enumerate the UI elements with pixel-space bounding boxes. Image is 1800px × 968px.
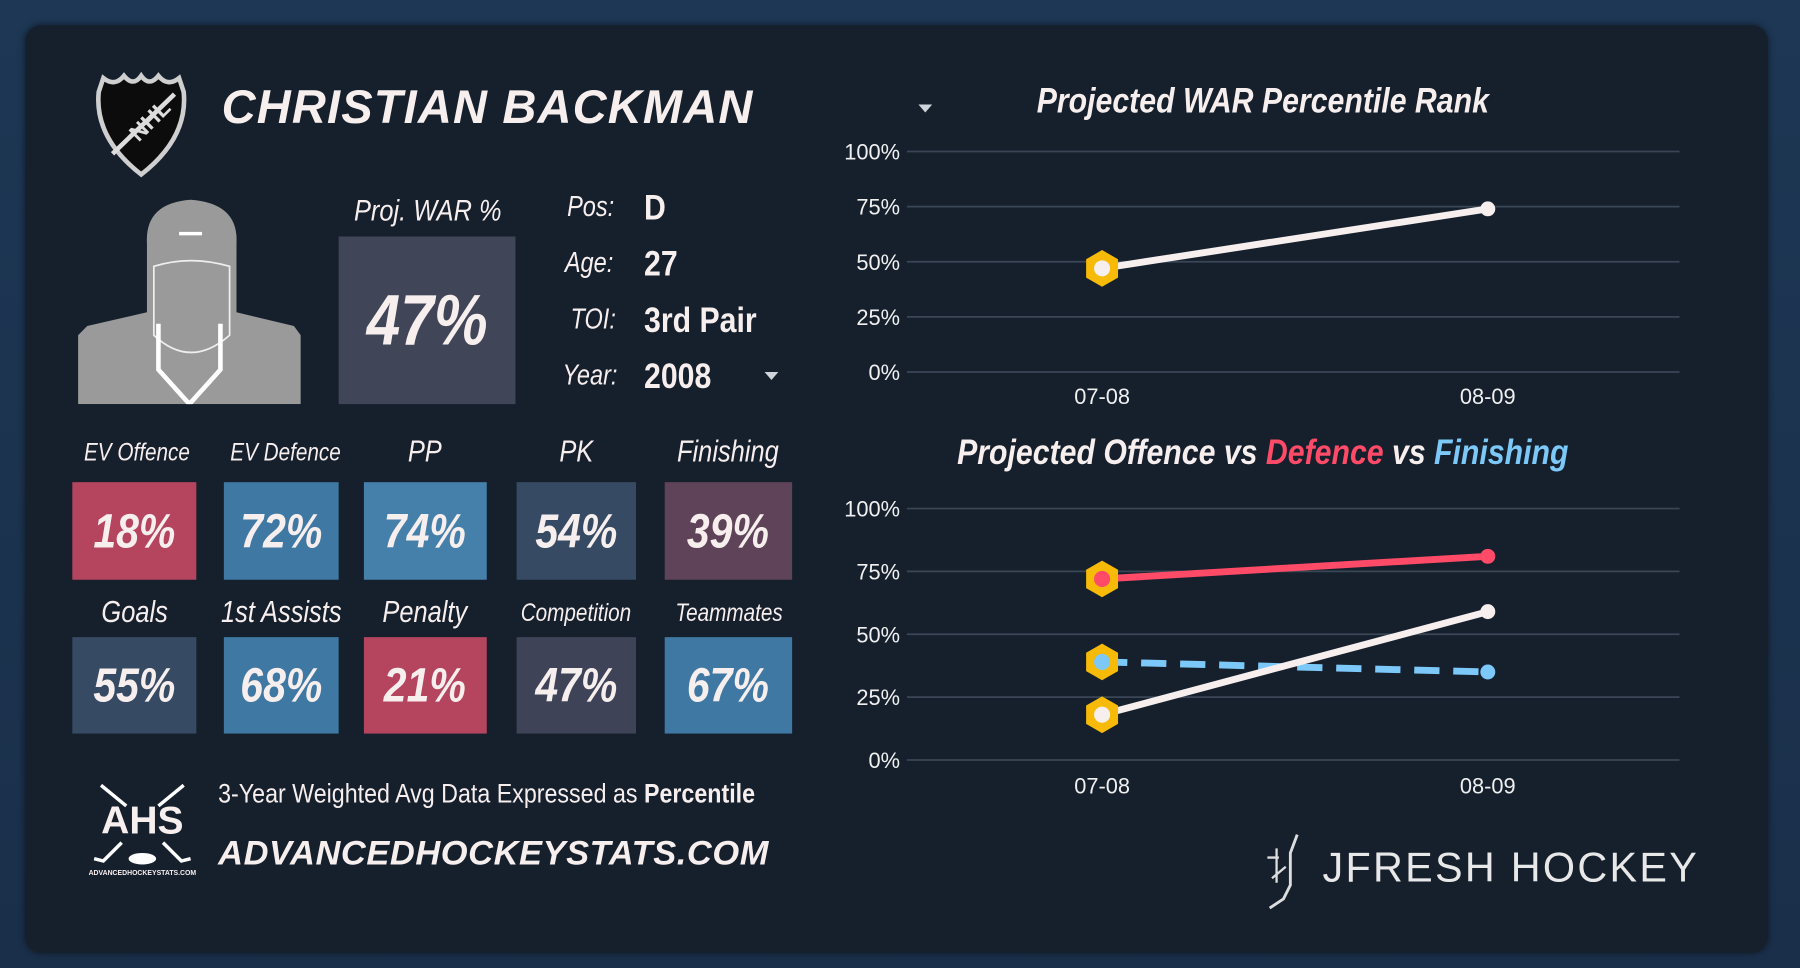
age-label: Age: <box>564 246 614 279</box>
data-point-offence <box>1480 604 1496 620</box>
y-tick-label: 25% <box>856 685 900 710</box>
stat-label: Competition <box>521 598 632 627</box>
x-tick-label: 08-09 <box>1460 384 1516 409</box>
data-point-finishing <box>1094 653 1111 670</box>
data-point-war <box>1480 201 1496 217</box>
stat-label: EV Offence <box>83 437 190 467</box>
stat-label: PP <box>408 433 443 469</box>
nhl-logo-icon: NHL <box>96 71 187 178</box>
stat-label: Goals <box>101 594 168 630</box>
y-tick-label: 25% <box>856 305 900 330</box>
site-link[interactable]: ADVANCEDHOCKEYSTATS.COM <box>218 834 769 873</box>
stat-box-penalty: 21% <box>363 637 487 734</box>
brand-name: JFRESH HOCKEY <box>1322 843 1700 891</box>
title-part: vs <box>1383 431 1435 472</box>
age-value: 27 <box>644 243 678 284</box>
stat-label: Teammates <box>675 598 783 627</box>
proj-war-value: 47% <box>338 236 516 405</box>
x-tick-label: 07-08 <box>1074 384 1130 409</box>
year-label: Year: <box>562 359 618 392</box>
x-tick-label: 07-08 <box>1074 773 1130 798</box>
year-dropdown-chevron-icon[interactable] <box>764 371 779 380</box>
stat-box-finishing: 39% <box>664 482 793 580</box>
pos-value: D <box>644 187 666 228</box>
player-silhouette-icon <box>78 199 301 405</box>
y-tick-label: 100% <box>844 140 900 165</box>
pos-label: Pos: <box>567 190 615 223</box>
player-name: CHRISTIAN BACKMAN <box>221 80 754 134</box>
series-line-finishing <box>1101 658 1488 676</box>
data-point-defence <box>1480 548 1496 564</box>
stat-box-teammates: 67% <box>664 637 793 734</box>
title-part: Projected Offence vs <box>957 431 1266 472</box>
x-tick-label: 08-09 <box>1460 773 1516 798</box>
jfresh-logo-icon <box>1267 834 1299 910</box>
stat-box-pp: 74% <box>363 482 487 580</box>
hockey-sticks-icon <box>93 783 191 865</box>
data-point-war <box>1094 260 1111 277</box>
stat-label: EV Defence <box>230 437 341 467</box>
y-tick-label: 50% <box>856 250 900 275</box>
stat-box-ev-defence: 72% <box>223 482 339 580</box>
series-line-offence <box>1101 608 1489 719</box>
y-tick-label: 75% <box>856 195 900 220</box>
footer-note: 3-Year Weighted Avg Data Expressed as Pe… <box>218 778 756 809</box>
stat-label: 1st Assists <box>220 594 342 630</box>
stat-label: Finishing <box>676 433 779 469</box>
series-line-war <box>1101 205 1489 272</box>
chart2-title: Projected Offence vs Defence vs Finishin… <box>931 432 1595 473</box>
toi-value: 3rd Pair <box>644 299 757 340</box>
stat-box-ev-offence: 18% <box>72 482 197 580</box>
chart1-title: Projected WAR Percentile Rank <box>1036 80 1489 121</box>
stat-box-goals: 55% <box>72 637 197 734</box>
toi-label: TOI: <box>570 303 616 336</box>
data-point-offence <box>1094 706 1111 723</box>
stat-label: PK <box>559 433 594 469</box>
stat-box-1st-assists: 68% <box>223 637 339 734</box>
year-select[interactable]: 2008 <box>644 355 712 397</box>
stat-box-competition: 47% <box>516 637 636 734</box>
title-part-finishing: Finishing <box>1434 431 1569 472</box>
data-point-finishing <box>1480 664 1496 680</box>
y-tick-label: 0% <box>869 748 901 773</box>
proj-war-label: Proj. WAR % <box>353 192 502 228</box>
y-tick-label: 75% <box>856 559 900 584</box>
stat-box-pk: 54% <box>516 482 636 580</box>
y-tick-label: 100% <box>844 497 900 522</box>
y-tick-label: 50% <box>856 622 900 647</box>
y-tick-label: 0% <box>869 360 901 385</box>
ahs-logo: AHS ADVANCEDHOCKEYSTATS.COM <box>87 778 197 881</box>
series-line-defence <box>1101 552 1489 583</box>
title-part-defence: Defence <box>1265 431 1384 472</box>
stat-label: Penalty <box>382 594 468 630</box>
chart-dropdown-chevron-icon[interactable] <box>918 104 933 113</box>
data-point-defence <box>1094 570 1111 587</box>
